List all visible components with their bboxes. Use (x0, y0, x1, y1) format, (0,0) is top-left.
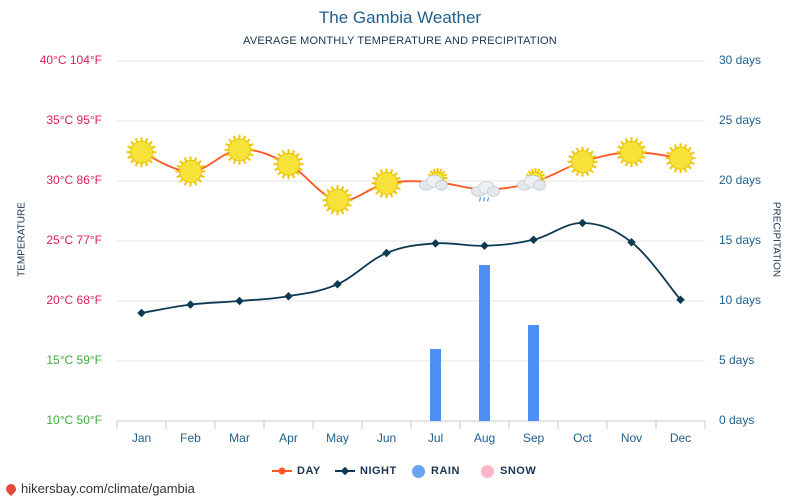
location-pin-icon (3, 481, 19, 496)
precipitation-tick-label: 20 days (719, 173, 762, 187)
cloud-icon (517, 174, 546, 191)
source-link-text: hikersbay.com/climate/gambia (21, 481, 195, 496)
temperature-tick-label: 20°C 68°F (46, 293, 102, 307)
month-label: Nov (620, 431, 643, 445)
legend-night[interactable]: NIGHT (335, 463, 397, 479)
night-point (480, 241, 489, 251)
legend-day-label: DAY (297, 465, 321, 477)
night-legend-icon (335, 466, 355, 476)
precipitation-tick-label: 5 days (719, 353, 755, 367)
month-label: Apr (279, 431, 298, 445)
temperature-tick-label: 15°C 59°F (46, 353, 102, 367)
partly-cloudy-icon (419, 168, 448, 191)
precipitation-tick-label: 30 days (719, 53, 762, 67)
partly-cloudy-icon (517, 168, 546, 191)
sun-icon (665, 143, 696, 174)
temperature-tick-label: 30°C 86°F (46, 173, 102, 187)
rain-bar (528, 325, 539, 421)
raindrop (482, 197, 486, 202)
precipitation-tick-label: 10 days (719, 293, 762, 307)
chart-title: The Gambia Weather (318, 8, 482, 27)
night-point (137, 308, 146, 318)
night-point (186, 300, 195, 309)
night-point (431, 239, 440, 248)
legend-rain-label: RAIN (431, 465, 460, 477)
month-label: Oct (573, 431, 592, 445)
night-point (676, 295, 685, 305)
raindrop (486, 197, 490, 202)
month-label: Jan (131, 431, 152, 445)
source-link[interactable]: hikersbay.com/climate/gambia (3, 481, 195, 496)
temperature-tick-label: 10°C 50°F (46, 413, 102, 427)
legend-snow-label: SNOW (500, 465, 537, 477)
sun-icon (224, 134, 255, 165)
month-label: Jul (427, 431, 444, 445)
sun-icon (616, 137, 647, 168)
night-point (529, 235, 538, 245)
sun-icon (273, 149, 304, 180)
raindrop (478, 197, 482, 202)
temperature-tick-label: 35°C 95°F (46, 113, 102, 127)
cloud-icon (419, 174, 448, 191)
night-line (141, 222, 682, 314)
rain-bar (479, 265, 490, 421)
month-label: Dec (669, 431, 692, 445)
legend-night-label: NIGHT (360, 465, 397, 477)
night-point (284, 291, 293, 301)
night-point (382, 248, 391, 258)
rain-cloud-icon (471, 180, 500, 202)
day-legend-icon (272, 467, 292, 475)
rain-legend-icon (412, 464, 425, 478)
month-label: May (326, 431, 349, 445)
month-label: Feb (180, 431, 201, 445)
legend-snow[interactable]: SNOW (481, 463, 536, 479)
sun-icon (322, 185, 353, 216)
temperature-tick-label: 25°C 77°F (46, 233, 102, 247)
night-point (578, 218, 587, 228)
day-line (141, 148, 681, 202)
month-label: Mar (229, 431, 250, 445)
month-label: Jun (376, 431, 397, 445)
month-label: Aug (473, 431, 496, 445)
month-label: Sep (522, 431, 545, 445)
night-point (333, 279, 342, 289)
precipitation-tick-label: 15 days (719, 233, 762, 247)
legend-rain[interactable]: RAIN (412, 463, 460, 479)
precipitation-tick-label: 25 days (719, 113, 762, 127)
legend-day[interactable]: DAY (272, 463, 321, 479)
night-point (235, 296, 244, 306)
sun-icon (567, 146, 598, 177)
precipitation-tick-label: 0 days (719, 413, 755, 427)
sun-icon (371, 168, 402, 199)
chart-subtitle: AVERAGE MONTHLY TEMPERATURE AND PRECIPIT… (243, 35, 557, 47)
cloud-icon (471, 180, 500, 197)
temperature-tick-label: 40°C 104°F (39, 53, 102, 67)
rain-bar (430, 349, 441, 421)
sun-icon (175, 156, 206, 187)
sun-icon (126, 137, 157, 168)
snow-legend-icon (481, 464, 494, 478)
